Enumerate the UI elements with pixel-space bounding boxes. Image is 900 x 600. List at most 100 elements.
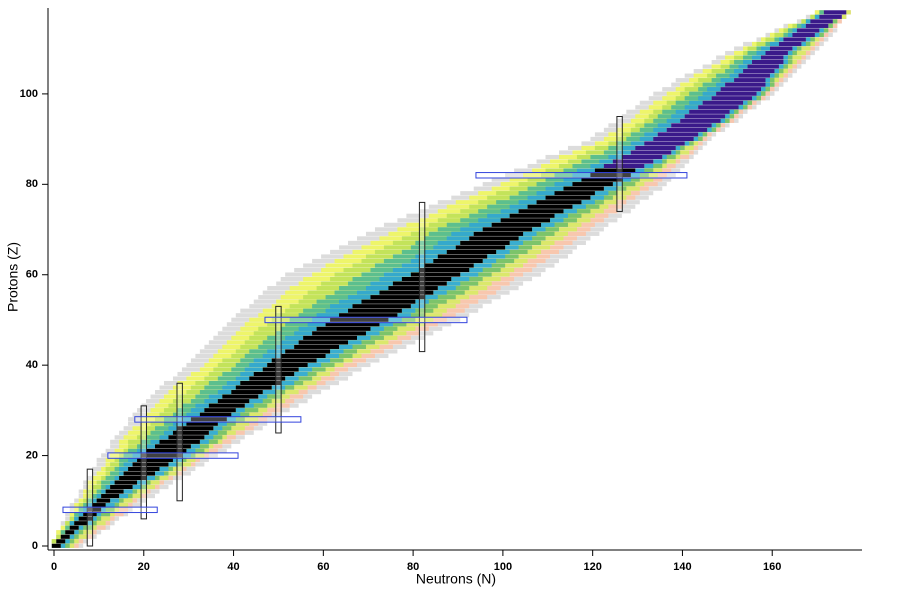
neutron-rich-band — [846, 10, 851, 15]
magic-neutron-box — [176, 382, 183, 502]
neutron-rich-band — [226, 417, 236, 422]
stable-band — [60, 534, 70, 539]
neutron-rich-band — [720, 118, 726, 123]
neutron-rich-band — [783, 55, 788, 60]
stable-band — [778, 41, 802, 47]
stable-band — [590, 173, 631, 178]
proton-rich-band — [159, 435, 169, 440]
proton-rich-band — [801, 23, 806, 28]
neutron-rich-band — [707, 127, 712, 132]
neutron-rich-band — [487, 254, 506, 259]
proton-rich-band — [383, 272, 411, 277]
stable-band — [783, 37, 806, 42]
proton-rich-band — [128, 448, 147, 453]
proton-rich-band — [787, 32, 793, 38]
stable-band — [424, 263, 474, 268]
stable-band — [123, 471, 155, 476]
neutron-rich-band — [78, 525, 93, 530]
neutron-rich-band — [208, 430, 218, 435]
stable-band — [316, 326, 371, 331]
proton-rich-band — [365, 286, 389, 291]
proton-rich-band — [639, 136, 654, 142]
stable-band — [482, 227, 533, 232]
neutron-rich-band — [675, 145, 681, 151]
stable-band — [119, 475, 147, 481]
stable-band — [500, 218, 551, 223]
neutron-rich-band — [168, 462, 178, 467]
y-tick-label: 100 — [20, 88, 38, 100]
proton-rich-band — [707, 87, 721, 92]
neutron-rich-band — [119, 494, 129, 499]
proton-rich-band — [190, 408, 205, 413]
proton-rich-band — [83, 507, 88, 512]
proton-rich-band — [518, 200, 537, 205]
stable-band — [747, 64, 779, 69]
stable-band — [190, 417, 227, 422]
stable-band — [172, 430, 209, 435]
proton-rich-band — [168, 426, 178, 431]
proton-rich-band — [657, 123, 672, 128]
stable-band — [105, 489, 124, 494]
proton-rich-band — [379, 277, 402, 282]
stable-band — [666, 127, 708, 132]
proton-rich-band — [451, 231, 474, 236]
stable-band — [761, 55, 784, 60]
stable-band — [792, 32, 815, 38]
stable-band — [823, 10, 847, 15]
neutron-rich-band — [96, 512, 111, 517]
proton-rich-band — [240, 371, 254, 377]
neutron-rich-band — [357, 335, 371, 340]
proton-rich-band — [554, 182, 573, 187]
proton-rich-band — [101, 489, 106, 494]
neutron-rich-band — [339, 344, 353, 349]
stable-band — [110, 484, 133, 490]
neutron-rich-band — [653, 159, 663, 164]
proton-rich-band — [172, 421, 187, 426]
proton-rich-band — [590, 154, 622, 160]
stable-band — [716, 91, 757, 96]
neutron-rich-band — [581, 200, 595, 205]
stable-band — [805, 23, 829, 28]
neutron-rich-band — [258, 394, 281, 399]
proton-rich-band — [599, 159, 613, 164]
stable-band — [446, 249, 497, 255]
proton-rich-band — [325, 308, 349, 313]
neutron-rich-band — [280, 380, 295, 386]
stable-band — [725, 82, 766, 87]
stable-band — [217, 399, 250, 404]
stable-band — [280, 353, 326, 359]
stable-band — [222, 394, 259, 399]
neutron-rich-band — [410, 304, 425, 309]
proton-rich-band — [666, 118, 681, 123]
proton-rich-band — [752, 55, 761, 60]
stable-band — [581, 177, 622, 182]
proton-rich-band — [352, 277, 402, 282]
neutron-rich-band — [725, 114, 730, 119]
neutron-rich-band — [482, 258, 515, 264]
magic-proton-box — [475, 172, 688, 179]
stable-band — [155, 444, 191, 449]
x-tick-label: 60 — [317, 561, 329, 573]
proton-rich-band — [743, 59, 753, 65]
stable-band — [303, 335, 357, 340]
neutron-rich-band — [832, 19, 838, 24]
proton-rich-band — [671, 114, 685, 119]
neutron-rich-band — [388, 317, 402, 322]
neutron-rich-band — [190, 444, 200, 449]
y-tick-label: 40 — [26, 359, 38, 371]
y-tick-label: 0 — [32, 540, 38, 552]
stable-band — [509, 213, 555, 218]
stable-band — [469, 236, 519, 241]
stable-band — [644, 141, 685, 146]
proton-rich-band — [132, 453, 142, 458]
stable-band — [491, 222, 542, 227]
stable-band — [572, 182, 613, 187]
stable-band — [765, 50, 788, 56]
stable-band — [186, 421, 218, 426]
proton-rich-band — [276, 344, 295, 349]
magic-proton-box — [62, 506, 158, 514]
neutron-rich-band — [330, 349, 344, 354]
stable-band — [168, 435, 205, 440]
proton-rich-band — [316, 313, 340, 318]
proton-rich-band — [446, 236, 470, 241]
